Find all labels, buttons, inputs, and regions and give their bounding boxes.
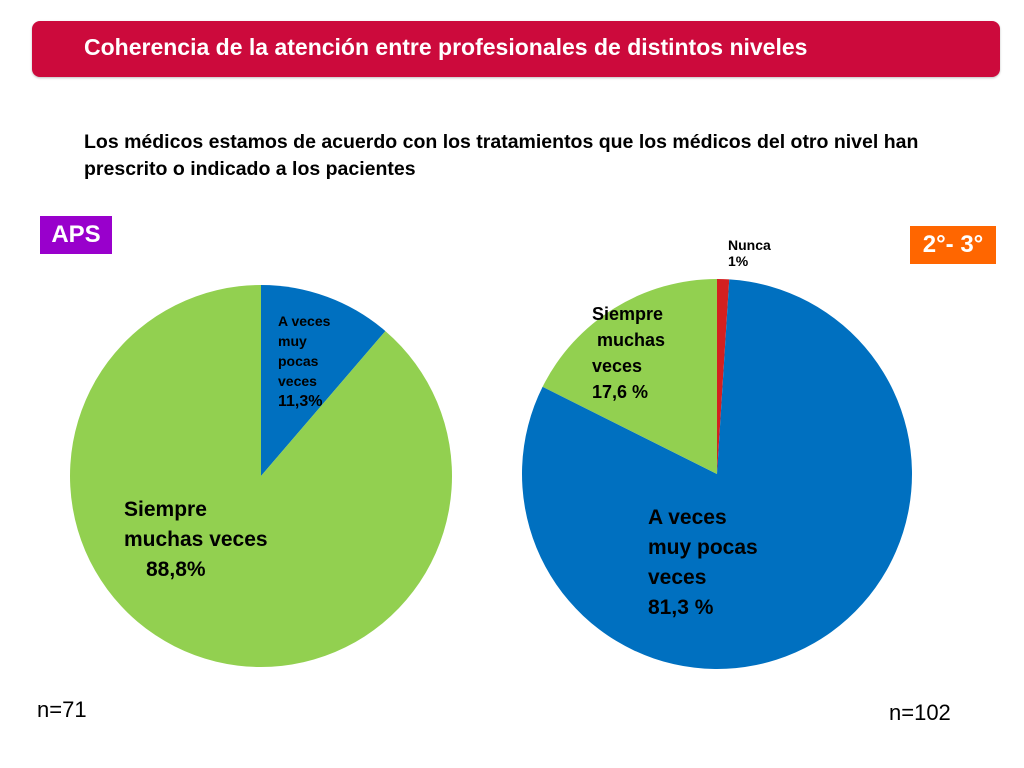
- pie-1-slice-1-label: A veces muy pocas veces 81,3 %: [648, 506, 758, 619]
- question-text: Los médicos estamos de acuerdo con los t…: [84, 131, 919, 180]
- pie-1-slice-0: [717, 279, 730, 474]
- pie-1-slice-0-value: 1%: [728, 253, 749, 269]
- pie-0-slice-0-label: A veces muy pocas veces 11,3%: [278, 313, 331, 410]
- sample-size-secondary-tertiary: n=102: [889, 700, 951, 725]
- pie-1-slice-2-value: 17,6 %: [592, 382, 648, 402]
- pie-0-slice-0-value: 11,3%: [278, 393, 322, 410]
- chart-tag-secondary-tertiary: 2°- 3°: [910, 226, 996, 264]
- sample-size-aps: n=71: [37, 697, 87, 722]
- pie-0-slice-1-value: 88,8%: [146, 558, 206, 581]
- chart-tag-aps: APS: [40, 216, 112, 254]
- pie-0-slice-1: [69, 285, 453, 668]
- pie-1-slice-1-value: 81,3 %: [648, 596, 714, 619]
- slide-title: Coherencia de la atención entre profesio…: [84, 34, 808, 60]
- pie-0-slice-0: [261, 285, 386, 476]
- pie-0-slice-1-label: Siempre muchas veces 88,8%: [124, 498, 268, 581]
- pie-1-slice-0-label: Nunca 1%: [728, 237, 771, 269]
- pie-1-slice-1: [522, 279, 912, 669]
- title-bar: Coherencia de la atención entre profesio…: [32, 21, 1000, 77]
- pie-1-slice-2-label: Siempre muchas veces 17,6 %: [592, 304, 665, 402]
- pie-1-slice-2: [542, 279, 717, 474]
